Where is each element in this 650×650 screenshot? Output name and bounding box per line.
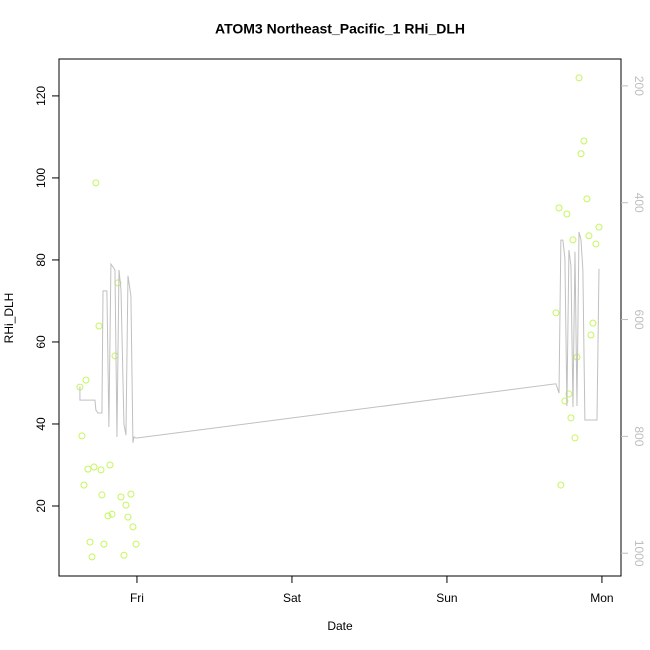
y2-tick-label: 400 [632,193,646,213]
data-point [78,432,86,440]
data-point [592,240,600,248]
data-point [82,376,90,384]
data-point [555,204,563,212]
y2-tick-label: 1000 [632,540,646,567]
data-point [100,540,108,548]
data-point [580,137,588,145]
data-point [122,501,130,509]
data-point [577,150,585,158]
data-point [583,195,591,203]
data-point [84,465,92,473]
x-tick-label: Sun [436,591,457,605]
y2-tick-label: 200 [632,76,646,96]
y-tick-label: 60 [34,335,48,349]
y-tick-label: 40 [34,417,48,431]
data-point [97,466,105,474]
data-point [567,414,575,422]
data-point [561,397,569,405]
data-point [571,434,579,442]
data-point [108,510,116,518]
data-point [575,74,583,82]
data-point [569,236,577,244]
data-point [129,523,137,531]
data-point [563,210,571,218]
y-tick-label: 20 [34,499,48,513]
data-point [86,538,94,546]
chart-title: ATOM3 Northeast_Pacific_1 RHi_DLH [215,21,465,37]
y-axis-title: RHi_DLH [2,293,16,344]
x-tick-label: Mon [590,591,613,605]
data-point [88,553,96,561]
data-point [95,322,103,330]
data-point [127,490,135,498]
data-point [117,493,125,501]
data-point [552,309,560,317]
x-tick-label: Fri [130,591,144,605]
data-point [92,179,100,187]
data-line [79,231,600,443]
plot-frame [58,58,622,577]
data-point [120,551,128,559]
data-point [595,223,603,231]
data-point [573,353,581,361]
y-tick-label: 80 [34,253,48,267]
y-tick-label: 100 [34,168,48,188]
x-tick-label: Sat [283,591,302,605]
y2-tick-label: 600 [632,310,646,330]
data-point [98,491,106,499]
data-point [557,481,565,489]
data-point [90,463,98,471]
y-tick-label: 120 [34,86,48,106]
data-point [132,540,140,548]
data-point [585,232,593,240]
data-point [106,461,114,469]
data-point [565,390,573,398]
x-axis-title: Date [327,619,353,633]
y2-tick-label: 800 [632,426,646,446]
data-point [587,331,595,339]
data-point [80,481,88,489]
data-point [124,513,132,521]
data-point [111,352,119,360]
data-point [104,512,112,520]
data-point [589,319,597,327]
